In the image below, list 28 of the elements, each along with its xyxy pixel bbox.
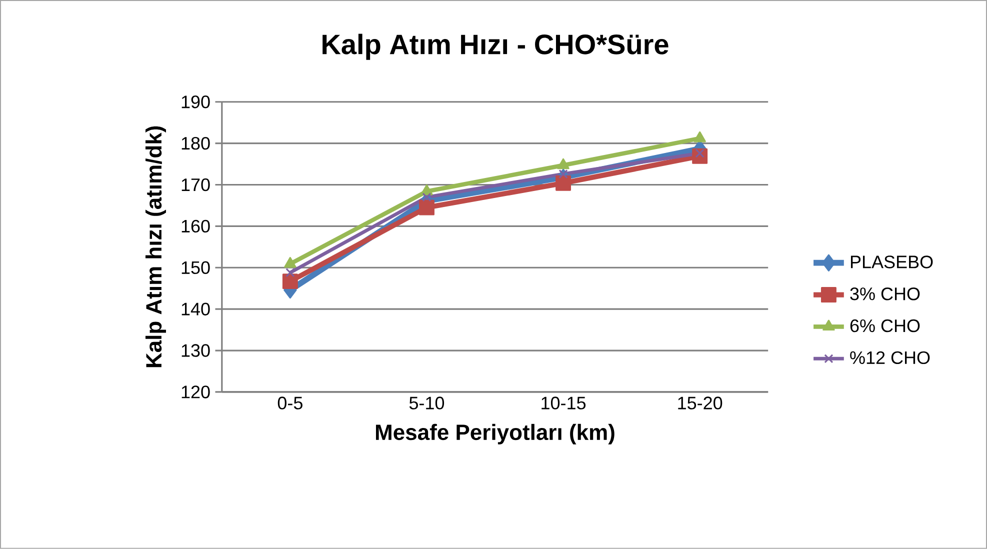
x-tick-label: 10-15 (542, 396, 586, 410)
point (556, 175, 572, 191)
legend-label: %12 CHO (850, 351, 930, 364)
y-tick-label: 130 (182, 344, 210, 357)
y-tick-label: 120 (182, 386, 210, 398)
point (422, 192, 432, 202)
y-tick-label: 150 (182, 261, 210, 274)
point (286, 268, 295, 278)
y-axis-title: Kalp Atım hızı (atım/dk) (145, 126, 166, 368)
point (418, 200, 434, 216)
x-tick-label: 5-10 (409, 396, 444, 410)
chart-title: Kalp Atım Hızı - CHO*Süre (322, 34, 668, 60)
point (557, 158, 570, 170)
point (282, 274, 298, 290)
y-tick-label: 170 (182, 178, 210, 192)
point (695, 148, 704, 158)
y-tick-label: 140 (182, 302, 210, 316)
x-axis-title: Mesafe Periyotları (km) (376, 424, 614, 444)
x-tick-label: 0-5 (278, 396, 302, 410)
x-tick-label: 15-20 (678, 396, 722, 410)
y-tick-label: 160 (182, 220, 210, 233)
y-tick-label: 190 (182, 96, 210, 108)
legend-label: 6% CHO (850, 319, 920, 332)
legend-label: PLASEBO (850, 256, 933, 268)
point (558, 169, 568, 179)
y-tick-label: 180 (182, 137, 210, 150)
legend-label: 3% CHO (850, 288, 920, 300)
point (694, 131, 706, 142)
